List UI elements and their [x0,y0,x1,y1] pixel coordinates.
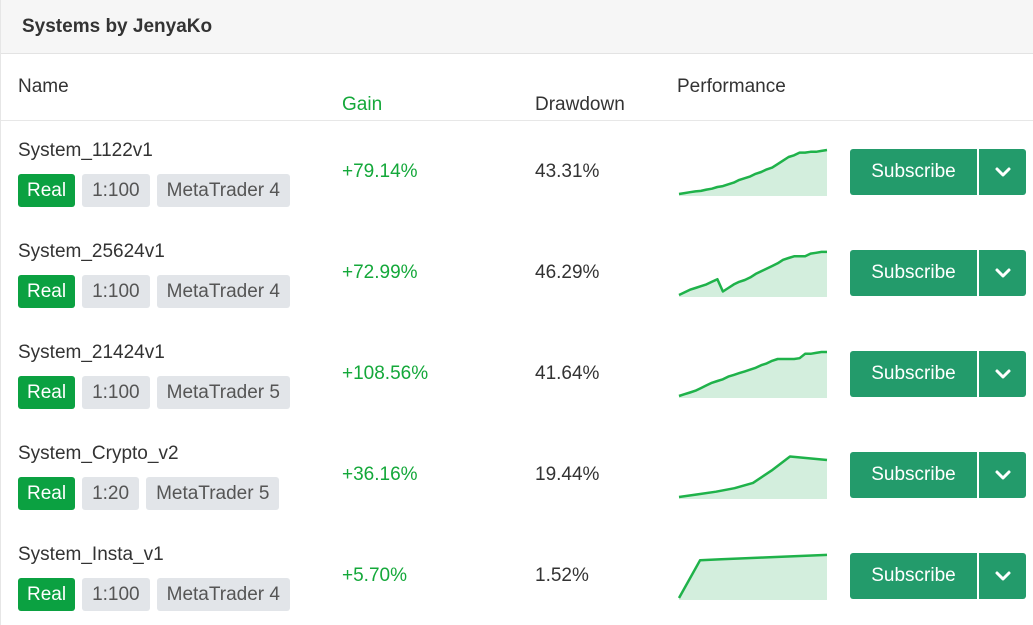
systems-list: System_1122v1 Real 1:100 MetaTrader 4 +7… [1,121,1033,625]
drawdown-value: 1.52% [535,565,589,586]
sparkline-line [678,250,827,297]
sparkline-area [679,251,827,297]
column-header-gain[interactable]: Gain [342,94,383,115]
subscribe-button[interactable]: Subscribe [850,149,977,195]
system-tags: Real 1:100 MetaTrader 4 [18,275,290,308]
gain-value: +108.56% [342,363,429,384]
gain-value: +72.99% [342,262,418,283]
account-type-badge: Real [18,174,76,207]
leverage-badge: 1:100 [82,174,150,207]
chevron-down-icon [995,167,1010,177]
system-tags: Real 1:20 MetaTrader 5 [18,477,280,510]
platform-badge: MetaTrader 5 [146,477,280,510]
gain-value: +79.14% [342,161,418,182]
platform-badge: MetaTrader 5 [156,376,290,409]
table-row: System_Crypto_v2 Real 1:20 MetaTrader 5 … [1,424,1033,525]
subscribe-button[interactable]: Subscribe [850,250,977,296]
system-tags: Real 1:100 MetaTrader 4 [18,174,290,207]
account-type-badge: Real [18,578,76,611]
subscribe-button[interactable]: Subscribe [850,351,977,397]
table-row: System_Insta_v1 Real 1:100 MetaTrader 4 … [1,525,1033,625]
drawdown-value: 19.44% [535,464,600,485]
performance-sparkline [678,455,828,499]
system-name-link[interactable]: System_Crypto_v2 [18,443,179,464]
chevron-down-icon [995,470,1010,480]
performance-sparkline [678,148,828,196]
sparkline-line [678,148,828,196]
chevron-down-icon [995,571,1010,581]
system-tags: Real 1:100 MetaTrader 5 [18,376,290,409]
system-name-link[interactable]: System_25624v1 [18,241,165,262]
drawdown-value: 46.29% [535,262,600,283]
leverage-badge: 1:100 [82,376,150,409]
chevron-down-icon [995,369,1010,379]
column-header-name[interactable]: Name [18,76,69,97]
subscribe-button[interactable]: Subscribe [850,452,977,498]
performance-sparkline [678,350,827,398]
account-type-badge: Real [18,477,76,510]
account-type-badge: Real [18,275,76,308]
column-header-drawdown[interactable]: Drawdown [535,94,625,115]
sparkline-line [677,553,828,599]
sparkline-line [678,455,828,499]
sparkline-area [679,150,827,196]
leverage-badge: 1:100 [82,275,150,308]
sparkline-area [679,456,827,499]
gain-value: +5.70% [342,565,407,586]
system-name-link[interactable]: System_21424v1 [18,342,165,363]
leverage-badge: 1:100 [82,578,150,611]
column-header-performance: Performance [677,76,786,97]
platform-badge: MetaTrader 4 [156,578,290,611]
platform-badge: MetaTrader 4 [156,275,290,308]
table-row: System_25624v1 Real 1:100 MetaTrader 4 +… [1,222,1033,323]
sparkline-area [679,554,827,600]
drawdown-value: 41.64% [535,363,600,384]
subscribe-options-button[interactable] [979,149,1026,195]
gain-value: +36.16% [342,464,418,485]
subscribe-options-button[interactable] [979,553,1026,599]
subscribe-options-button[interactable] [979,351,1026,397]
drawdown-value: 43.31% [535,161,600,182]
panel-title: Systems by JenyaKo [22,15,213,37]
sparkline-line [678,350,827,398]
system-tags: Real 1:100 MetaTrader 4 [18,578,290,611]
system-name-link[interactable]: System_Insta_v1 [18,544,164,565]
table-row: System_21424v1 Real 1:100 MetaTrader 5 +… [1,323,1033,424]
sparkline-area [679,352,827,398]
account-type-badge: Real [18,376,76,409]
leverage-badge: 1:20 [82,477,140,510]
panel-header: Systems by JenyaKo [1,0,1033,54]
subscribe-options-button[interactable] [979,250,1026,296]
subscribe-button[interactable]: Subscribe [850,553,977,599]
system-name-link[interactable]: System_1122v1 [18,140,153,161]
performance-sparkline [678,250,827,297]
platform-badge: MetaTrader 4 [156,174,290,207]
table-row: System_1122v1 Real 1:100 MetaTrader 4 +7… [1,121,1033,222]
performance-sparkline [677,553,828,600]
subscribe-options-button[interactable] [979,452,1026,498]
table-header: Name Gain Drawdown Performance [1,54,1033,121]
chevron-down-icon [995,268,1010,278]
